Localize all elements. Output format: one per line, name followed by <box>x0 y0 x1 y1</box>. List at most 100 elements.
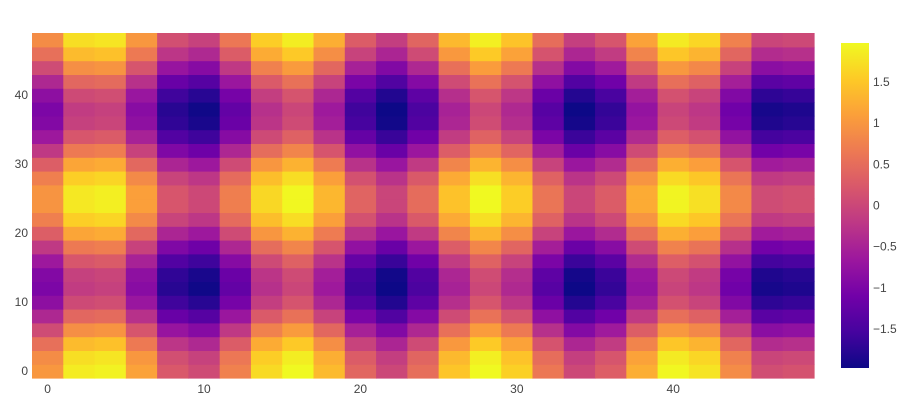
heatmap-cell <box>751 309 784 324</box>
heatmap-cell <box>188 350 221 365</box>
heatmap-cell <box>751 253 784 269</box>
heatmap-cell <box>532 212 565 227</box>
heatmap-cell <box>344 157 377 172</box>
heatmap-cell <box>720 60 753 75</box>
heatmap-cell <box>63 88 96 103</box>
heatmap-cell <box>626 129 659 144</box>
heatmap-cell <box>250 350 283 365</box>
heatmap-cell <box>688 143 721 158</box>
heatmap-cell <box>720 129 753 144</box>
heatmap-cell <box>282 129 315 144</box>
heatmap-cell <box>219 295 252 310</box>
colorbar-tick-label: −0.5 <box>873 240 897 254</box>
heatmap-cell <box>188 157 221 172</box>
heatmap-cell <box>438 198 471 213</box>
heatmap-cell <box>469 88 502 103</box>
heatmap-cell <box>63 295 96 310</box>
heatmap-cell <box>438 74 471 89</box>
heatmap-cell <box>188 198 221 213</box>
heatmap-cell <box>313 74 346 89</box>
heatmap-cell <box>188 364 221 379</box>
heatmap-cell <box>125 322 158 338</box>
heatmap-cell <box>720 295 753 310</box>
heatmap-cell <box>125 143 158 158</box>
heatmap-cell <box>438 364 471 379</box>
heatmap-cell <box>344 184 377 200</box>
heatmap-cell <box>595 198 627 213</box>
heatmap-cell <box>188 295 221 310</box>
heatmap-cell <box>532 88 565 103</box>
heatmap-cell <box>626 157 659 172</box>
heatmap-cell <box>407 226 440 241</box>
heatmap-cell <box>219 322 252 338</box>
heatmap-cell <box>250 226 283 241</box>
heatmap-cell <box>626 171 659 186</box>
heatmap-cell <box>595 102 627 117</box>
heatmap-cell <box>313 129 346 144</box>
heatmap-cell <box>344 143 377 158</box>
heatmap-cell <box>657 198 690 213</box>
heatmap-cell <box>94 198 127 213</box>
heatmap-cell <box>344 102 377 117</box>
heatmap-cells <box>32 33 815 379</box>
heatmap-cell <box>782 46 815 62</box>
heatmap-cell <box>532 46 565 62</box>
heatmap-cell <box>782 295 815 310</box>
heatmap-cell <box>563 253 596 269</box>
heatmap-cell <box>407 157 440 172</box>
heatmap-cell <box>595 226 627 241</box>
heatmap-cell <box>282 33 315 48</box>
heatmap-cell <box>595 143 627 158</box>
heatmap-cell <box>657 74 690 89</box>
x-tick-label: 20 <box>354 382 368 396</box>
heatmap-cell <box>469 267 502 282</box>
colorbar-ticks: −1.5 −1 −0.5 0 0.5 1 1.5 <box>873 75 897 336</box>
heatmap-cell <box>563 322 596 338</box>
heatmap-cell <box>282 88 315 103</box>
heatmap-cell <box>501 171 534 186</box>
heatmap-cell <box>782 198 815 213</box>
heatmap-cell <box>595 171 627 186</box>
heatmap-cell <box>344 226 377 241</box>
heatmap-cell <box>469 322 502 338</box>
heatmap-cell <box>250 322 283 338</box>
heatmap-cell <box>125 253 158 269</box>
heatmap-cell <box>32 350 64 365</box>
heatmap-cell <box>626 60 659 75</box>
heatmap-cell <box>188 60 221 75</box>
heatmap-cell <box>250 198 283 213</box>
heatmap-cell <box>688 115 721 131</box>
heatmap-cell <box>344 171 377 186</box>
heatmap-cell <box>563 184 596 200</box>
heatmap-cell <box>688 226 721 241</box>
heatmap-cell <box>532 322 565 338</box>
heatmap-cell <box>63 336 96 351</box>
heatmap-cell <box>282 364 315 379</box>
heatmap-cell <box>595 115 627 131</box>
heatmap-cell <box>720 143 753 158</box>
heatmap-cell <box>407 171 440 186</box>
heatmap-cell <box>657 212 690 227</box>
heatmap-cell <box>595 281 627 296</box>
heatmap-cell <box>595 267 627 282</box>
heatmap-cell <box>32 46 64 62</box>
heatmap-cell <box>751 281 784 296</box>
heatmap-cell <box>595 295 627 310</box>
heatmap-cell <box>595 88 627 103</box>
heatmap-cell <box>657 350 690 365</box>
heatmap-cell <box>282 322 315 338</box>
colorbar-tick-label: −1.5 <box>873 322 897 336</box>
heatmap-cell <box>782 115 815 131</box>
heatmap-cell <box>157 309 189 324</box>
heatmap-cell <box>63 253 96 269</box>
heatmap-cell <box>94 102 127 117</box>
heatmap-cell <box>63 350 96 365</box>
heatmap-cell <box>32 198 64 213</box>
heatmap-cell <box>782 281 815 296</box>
y-tick-label: 30 <box>15 157 29 171</box>
heatmap-cell <box>626 46 659 62</box>
heatmap-cell <box>32 267 64 282</box>
heatmap-cell <box>282 184 315 200</box>
heatmap-cell <box>469 115 502 131</box>
heatmap-cell <box>782 336 815 351</box>
